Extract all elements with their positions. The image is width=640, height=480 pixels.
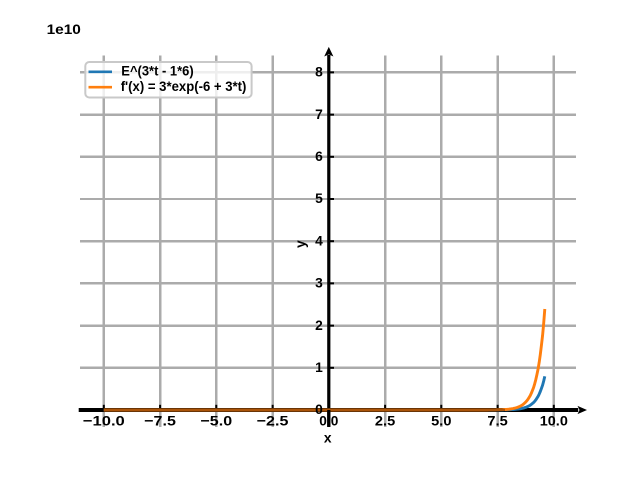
svg-text:5.0: 5.0 [431, 413, 452, 428]
svg-text:−5.0: −5.0 [200, 413, 232, 428]
svg-text:2: 2 [315, 318, 323, 333]
svg-text:f'(x) = 3*exp(-6 + 3*t): f'(x) = 3*exp(-6 + 3*t) [121, 79, 247, 94]
svg-text:1e10: 1e10 [47, 22, 82, 37]
svg-text:6: 6 [315, 149, 323, 164]
svg-text:E^(3*t - 1*6): E^(3*t - 1*6) [121, 63, 193, 78]
svg-text:1: 1 [315, 360, 323, 375]
svg-text:x: x [324, 431, 332, 446]
svg-text:y: y [293, 240, 308, 248]
svg-text:−2.5: −2.5 [257, 413, 289, 428]
svg-text:0: 0 [315, 402, 323, 417]
svg-text:7.5: 7.5 [487, 413, 508, 428]
svg-text:4: 4 [315, 233, 323, 248]
svg-text:8: 8 [315, 65, 323, 80]
svg-text:−10.0: −10.0 [83, 413, 125, 428]
svg-text:−7.5: −7.5 [144, 413, 176, 428]
svg-text:10.0: 10.0 [540, 413, 568, 428]
svg-text:3: 3 [315, 276, 323, 291]
svg-text:2.5: 2.5 [375, 413, 396, 428]
svg-text:5: 5 [315, 191, 323, 206]
svg-text:7: 7 [315, 107, 323, 122]
